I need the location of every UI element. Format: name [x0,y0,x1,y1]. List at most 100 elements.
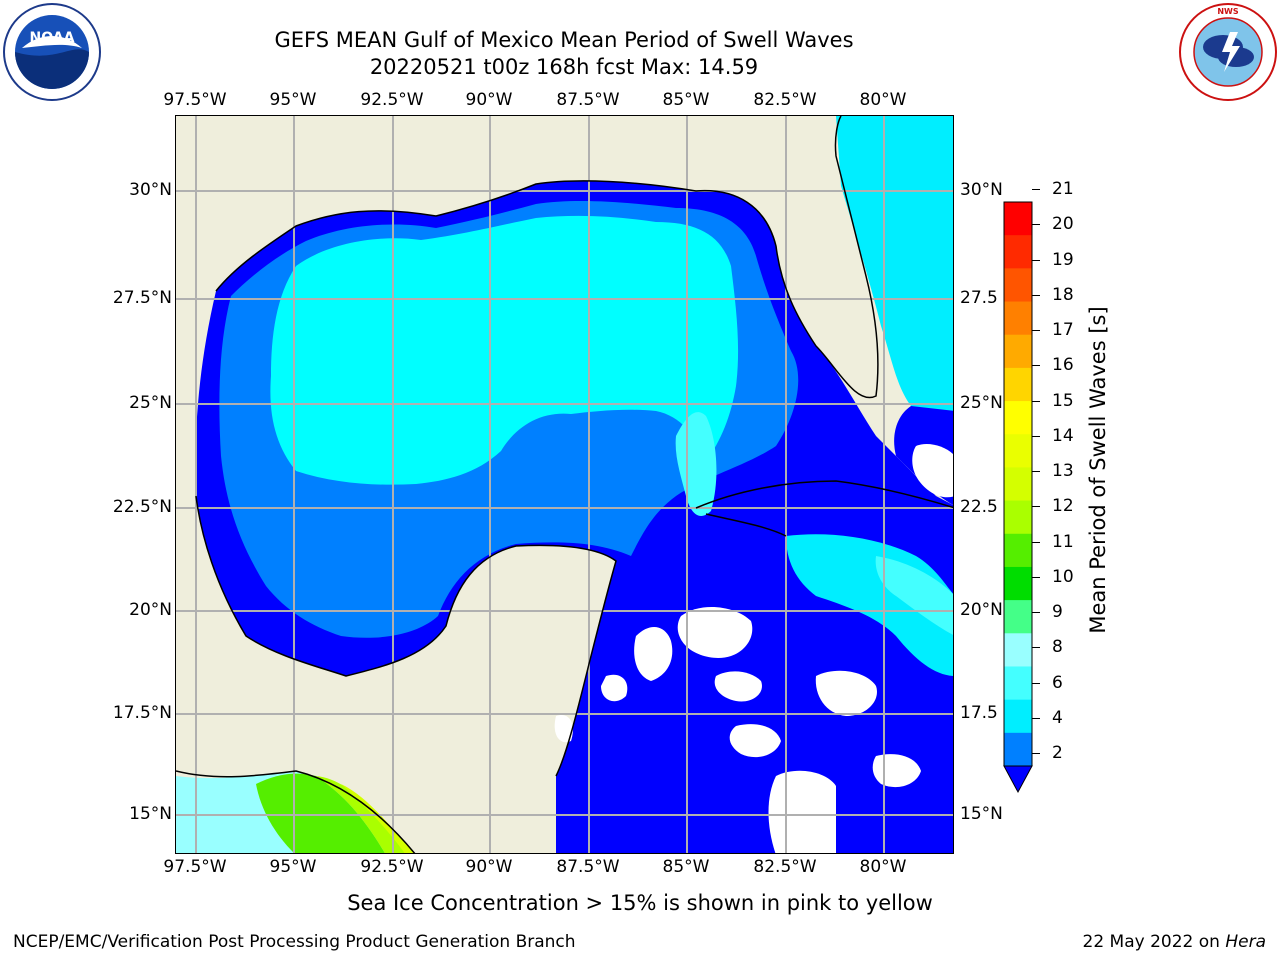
colorbar-segment [1004,666,1032,701]
colorbar-tick-label: 21 [1052,179,1074,199]
lat-label-right: 20°N [960,600,1003,620]
colorbar-tick-mark [1032,330,1040,331]
lon-label-bottom: 82.5°W [753,857,817,877]
colorbar-segment [1004,500,1032,535]
lon-label-bottom: 92.5°W [360,857,424,877]
colorbar-tick-label: 8 [1052,637,1063,658]
colorbar-tick-mark [1032,400,1040,402]
pacific-lime-field [341,784,415,853]
colorbar-segment [1004,301,1032,336]
colorbar-tick-label: 2 [1052,743,1063,763]
lon-label-bottom: 80°W [859,857,907,877]
lon-label-top: 92.5°W [360,90,424,110]
colorbar-tick-label: 19 [1052,249,1074,270]
colorbar-tick-mark [1032,717,1040,719]
graticule [176,116,953,853]
colorbar-tick-mark [1032,647,1040,649]
svg-text:NWS: NWS [1217,7,1239,16]
colorbar-tick-mark [1032,753,1040,754]
colorbar-segment [1004,434,1032,468]
colorbar-tick-mark [1032,506,1040,508]
lat-label-left: 30°N [129,180,172,200]
colorbar-segment [1004,334,1032,369]
map-panel [175,115,954,854]
page-subtitle: 20220521 t00z 168h fcst Max: 14.59 [369,55,759,79]
colorbar-tick-label: 12 [1052,496,1074,517]
colorbar-tick-mark [1032,471,1040,472]
colorbar-tick-label: 17 [1052,320,1074,340]
lon-label-top: 82.5°W [753,90,817,110]
colorbar-tick-label: 18 [1052,284,1074,305]
gulf-cyan-core-field [270,215,739,485]
colorbar-tick-label: 20 [1052,214,1074,235]
colorbar-tick-mark [1032,612,1040,613]
lat-label-right: 17.5 [960,703,998,723]
colorbar-tick-label: 4 [1052,707,1063,728]
sea-ice-note: Sea Ice Concentration > 15% is shown in … [347,891,933,915]
date-text: 22 May 2022 on [1082,932,1226,952]
colorbar-tick-mark [1032,576,1040,578]
lat-label-left: 15°N [129,804,172,824]
lon-label-bottom: 97.5°W [163,857,227,877]
colorbar-extend-arrow [1003,765,1033,794]
lat-label-left: 22.5°N [112,497,172,517]
lon-label-bottom: 85°W [662,857,710,877]
colorbar-tick-label: 15 [1052,390,1074,411]
lat-label-left: 20°N [129,600,172,620]
noaa-logo: NOAA [3,3,101,101]
colorbar-tick-mark [1032,435,1040,437]
coastlines [176,116,953,853]
page-title: GEFS MEAN Gulf of Mexico Mean Period of … [274,28,854,52]
colorbar-tick-mark [1032,259,1040,261]
caribbean-pale-cyan-patch [875,556,953,635]
colorbar-tick-label: 16 [1052,355,1074,376]
gulf-pale-cyan-patch [675,412,717,516]
colorbar-tick-mark [1032,189,1040,190]
colorbar-segment [1004,732,1032,767]
lat-label-right: 22.5 [960,497,998,517]
swell-period-map [176,116,953,853]
lon-label-top: 85°W [662,90,710,110]
nws-logo: NWS [1179,3,1277,101]
colorbar-title: Mean Period of Swell Waves [s] [1086,306,1110,634]
colorbar-tick-label: 11 [1052,531,1074,552]
colorbar-segment [1004,600,1032,634]
lon-label-top: 97.5°W [163,90,227,110]
colorbar-tick-label: 6 [1052,672,1063,693]
colorbar-segment [1004,699,1032,734]
colorbar [1003,201,1033,794]
credit-text: NCEP/EMC/Verification Post Processing Pr… [13,932,576,952]
colorbar-tick-mark [1032,682,1040,684]
lon-label-bottom: 87.5°W [556,857,620,877]
colorbar-tick-label: 9 [1052,602,1063,622]
lat-label-left: 25°N [129,393,172,413]
colorbar-outline [1003,201,1033,767]
date-stamp: 22 May 2022 on Hera [1083,932,1267,952]
colorbar-tick-mark [1032,224,1040,226]
lat-label-right: 30°N [960,180,1003,200]
lat-label-right: 25°N [960,393,1003,413]
machine-name: Hera [1225,932,1266,952]
colorbar-tick-mark [1032,541,1040,543]
lon-label-bottom: 95°W [269,857,317,877]
colorbar-tick-label: 14 [1052,425,1074,446]
colorbar-segment [1004,367,1032,402]
lon-label-bottom: 90°W [465,857,513,877]
colorbar-segment [1004,268,1032,303]
colorbar-tick-label: 13 [1052,461,1074,481]
lat-label-right: 15°N [960,804,1003,824]
lon-label-top: 87.5°W [556,90,620,110]
lat-label-right: 27.5 [960,288,998,308]
lon-label-top: 80°W [859,90,907,110]
lat-label-left: 27.5°N [112,288,172,308]
noaa-logo-text: NOAA [30,30,75,46]
colorbar-segment [1004,235,1032,269]
colorbar-segment [1004,566,1032,601]
colorbar-segment [1004,533,1032,568]
colorbar-segment [1004,202,1032,236]
colorbar-segment [1004,401,1032,435]
colorbar-tick-label: 10 [1052,566,1074,587]
lat-label-left: 17.5°N [112,703,172,723]
lon-label-top: 95°W [269,90,317,110]
colorbar-segment [1004,467,1032,502]
